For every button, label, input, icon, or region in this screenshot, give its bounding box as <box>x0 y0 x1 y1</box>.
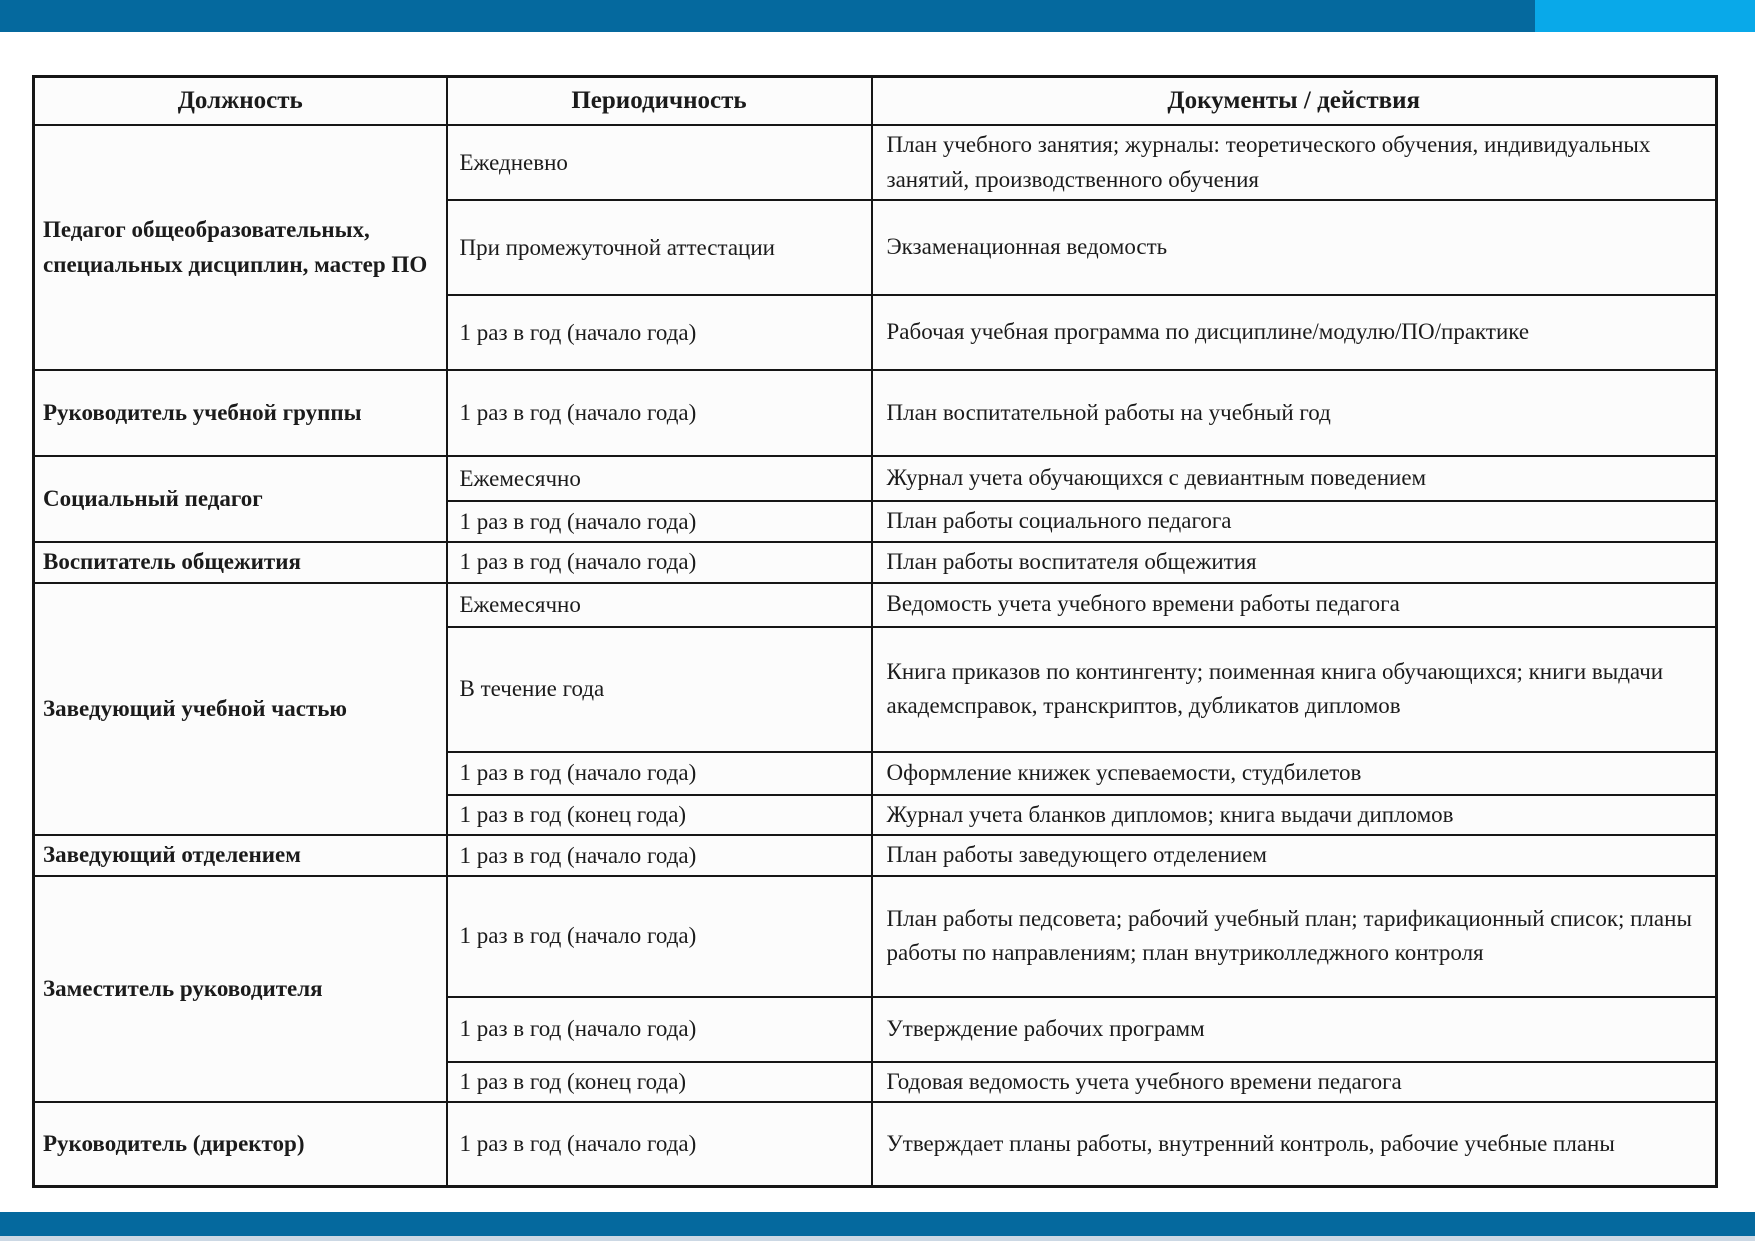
table-row: Воспитатель общежития 1 раз в год (начало… <box>32 540 1718 584</box>
documents-cell: План работы заведующего отделением <box>870 834 1718 877</box>
documents-cell: Утверждение рабочих программ <box>870 995 1718 1063</box>
position-cell: Социальный педагог <box>32 455 448 543</box>
position-cell: Воспитатель общежития <box>32 540 448 584</box>
staff-documents-table: Должность Периодичность Документы / дейс… <box>32 75 1718 1188</box>
bottom-accent-strip <box>0 1236 1755 1241</box>
table-row: 1 раз в год (начало года) Оформление книж… <box>34 750 1718 796</box>
documents-cell: Журнал учета бланков дипломов; книга выд… <box>870 793 1718 836</box>
table-row: Руководитель (директор) 1 раз в год (нача… <box>32 1101 1718 1187</box>
position-cell: Педагог общеобразовательных, специальных… <box>32 124 448 371</box>
table-row: Заведующий учебной частью Ежемесячно Ведом… <box>32 581 1718 836</box>
periodicity-cell: 1 раз в год (начало года) <box>445 540 873 584</box>
table-row: Педагог общеобразовательных, специальных… <box>32 124 1718 371</box>
bottom-accent-bar <box>0 1212 1755 1236</box>
table-row: 1 раз в год (начало года) Рабочая учебная… <box>34 294 1718 371</box>
top-accent-bar-dark-segment <box>0 0 1535 32</box>
periodicity-cell: Ежемесячно <box>445 455 873 502</box>
periodicity-cell: 1 раз в год (начало года) <box>445 834 873 877</box>
periodicity-cell: 1 раз в год (конец года) <box>445 793 873 836</box>
table-row: Заместитель руководителя 1 раз в год (нач… <box>32 874 1718 1103</box>
column-header-documents: Документы / действия <box>870 75 1718 126</box>
column-header-periodicity: Периодичность <box>445 75 873 126</box>
periodicity-cell: В течение года <box>445 625 873 753</box>
position-cell: Руководитель (директор) <box>32 1101 448 1187</box>
position-cell: Заведующий учебной частью <box>32 581 448 836</box>
periodicity-cell: 1 раз в год (начало года) <box>445 500 873 543</box>
position-cell: Заведующий отделением <box>32 834 448 877</box>
documents-cell: План учебного занятия; журналы: теоретич… <box>870 124 1718 201</box>
table-row: 1 раз в год (конец года) Годовая ведомост… <box>34 1060 1718 1103</box>
documents-cell: Оформление книжек успеваемости, студбиле… <box>870 750 1718 796</box>
periodicity-cell: 1 раз в год (начало года) <box>445 294 873 371</box>
top-accent-bar <box>0 0 1755 32</box>
top-accent-bar-light-segment <box>1535 0 1755 32</box>
table-row: Руководитель учебной группы 1 раз в год (… <box>32 369 1718 457</box>
documents-cell: Экзаменационная ведомость <box>870 199 1718 296</box>
documents-cell: Книга приказов по контингенту; поименная… <box>870 625 1718 753</box>
table-row: 1 раз в год (конец года) Журнал учета бла… <box>34 793 1718 836</box>
column-header-position: Должность <box>32 75 448 126</box>
documents-cell: План работы педсовета; рабочий учебный п… <box>870 874 1718 998</box>
documents-cell: Годовая ведомость учета учебного времени… <box>870 1060 1718 1103</box>
documents-cell: План работы воспитателя общежития <box>870 540 1718 584</box>
periodicity-cell: Ежемесячно <box>445 581 873 628</box>
table-row: Заведующий отделением 1 раз в год (начало… <box>32 834 1718 877</box>
periodicity-cell: 1 раз в год (конец года) <box>445 1060 873 1103</box>
documents-cell: Утверждает планы работы, внутренний конт… <box>870 1101 1718 1187</box>
periodicity-cell: Ежедневно <box>445 124 873 201</box>
periodicity-cell: 1 раз в год (начало года) <box>445 1101 873 1187</box>
periodicity-cell: 1 раз в год (начало года) <box>445 369 873 457</box>
periodicity-cell: При промежуточной аттестации <box>445 199 873 296</box>
documents-cell: План воспитательной работы на учебный го… <box>870 369 1718 457</box>
table-row: В течение года Книга приказов по континге… <box>34 625 1718 753</box>
documents-cell: Рабочая учебная программа по дисциплине/… <box>870 294 1718 371</box>
table-row: 1 раз в год (начало года) План работы соц… <box>34 500 1718 543</box>
table-header-row: Должность Периодичность Документы / дейс… <box>32 75 1718 126</box>
periodicity-cell: 1 раз в год (начало года) <box>445 750 873 796</box>
documents-cell: План работы социального педагога <box>870 500 1718 543</box>
documents-cell: Ведомость учета учебного времени работы … <box>870 581 1718 628</box>
documents-cell: Журнал учета обучающихся с девиантным по… <box>870 455 1718 502</box>
position-cell: Заместитель руководителя <box>32 874 448 1103</box>
staff-table-body: Педагог общеобразовательных, специальных… <box>32 124 1718 1187</box>
periodicity-cell: 1 раз в год (начало года) <box>445 995 873 1063</box>
position-cell: Руководитель учебной группы <box>32 369 448 457</box>
table-row: Социальный педагог Ежемесячно Журнал учета… <box>32 455 1718 543</box>
table-row: При промежуточной аттестации Экзаменацион… <box>34 199 1718 296</box>
periodicity-cell: 1 раз в год (начало года) <box>445 874 873 998</box>
table-row: 1 раз в год (начало года) Утверждение раб… <box>34 995 1718 1063</box>
